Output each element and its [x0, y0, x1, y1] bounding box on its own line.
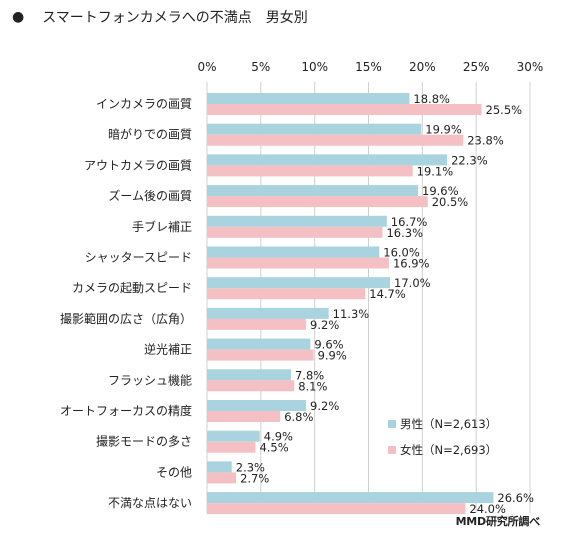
value-label-female: 24.0%: [469, 502, 506, 516]
bar-male: [207, 93, 410, 104]
value-label-female: 19.1%: [417, 164, 454, 178]
category-label: その他: [156, 465, 192, 479]
source-credit: MMD研究所調べ: [455, 515, 541, 528]
value-label-male: 19.6%: [422, 184, 459, 198]
category-label: オートフォーカスの精度: [60, 403, 192, 418]
bar-female: [207, 349, 314, 361]
legend-swatch-male: [388, 420, 396, 428]
value-label-female: 6.8%: [284, 410, 313, 424]
bar-female: [207, 257, 389, 269]
value-label-male: 22.3%: [451, 153, 488, 167]
bar-female: [207, 288, 366, 300]
bar-male: [207, 307, 329, 319]
bar-female: [207, 318, 307, 330]
x-tick-label: 15%: [355, 60, 382, 74]
value-label-female: 16.9%: [393, 257, 430, 271]
value-label-female: 23.8%: [467, 134, 504, 148]
bar-female: [207, 196, 428, 208]
legend-swatch-female: [388, 446, 396, 454]
x-tick-label: 20%: [409, 60, 436, 74]
value-label-male: 18.8%: [413, 92, 450, 106]
bar-male: [207, 185, 419, 197]
title-bullet: ●: [12, 9, 25, 25]
legend-label-female: 女性（N=2,693）: [400, 443, 497, 457]
value-label-female: 8.1%: [298, 379, 327, 393]
value-label-male: 19.9%: [425, 123, 462, 137]
x-tick-label: 30%: [517, 60, 544, 74]
chart-title: スマートフォンカメラへの不満点 男女別: [42, 10, 308, 26]
x-tick-label: 0%: [197, 60, 216, 74]
bar-male: [207, 123, 422, 135]
x-tick-label: 25%: [463, 60, 490, 74]
bar-male: [207, 369, 291, 381]
bar-female: [207, 503, 466, 515]
category-label: シャッタースピード: [85, 251, 192, 265]
value-label-female: 2.7%: [240, 471, 269, 485]
value-label-female: 16.3%: [386, 226, 423, 240]
x-tick-label: 10%: [301, 60, 328, 74]
value-label-female: 4.5%: [259, 441, 288, 455]
bar-male: [207, 400, 307, 411]
bar-female: [207, 441, 256, 453]
legend-label-male: 男性（N=2,613）: [400, 417, 497, 431]
bar-female: [207, 165, 413, 177]
category-label: インカメラの画質: [96, 96, 192, 111]
value-label-female: 25.5%: [486, 103, 523, 117]
bar-female: [207, 134, 464, 146]
bar-female: [207, 380, 295, 392]
value-label-male: 16.0%: [383, 246, 420, 260]
bar-female: [207, 226, 383, 238]
bar-male: [207, 246, 380, 258]
category-label: 暗がりでの画質: [108, 127, 192, 142]
category-label: フラッシュ機能: [108, 372, 192, 387]
bar-male: [207, 461, 232, 473]
bar-male: [207, 277, 391, 289]
bar-male: [207, 492, 494, 504]
bar-male: [207, 215, 387, 227]
value-label-female: 20.5%: [432, 195, 469, 209]
value-label-male: 26.6%: [497, 491, 534, 505]
value-label-male: 17.0%: [394, 276, 431, 290]
bar-male: [207, 338, 311, 350]
value-label-female: 9.9%: [318, 349, 347, 363]
bar-female: [207, 472, 237, 484]
value-label-male: 4.9%: [264, 430, 293, 444]
value-label-female: 9.2%: [310, 318, 339, 332]
category-label: カメラの起動スピード: [72, 281, 192, 295]
value-label-male: 9.6%: [314, 338, 343, 352]
bar-male: [207, 154, 448, 166]
category-label: 撮影範囲の広さ（広角）: [60, 311, 192, 326]
value-label-male: 7.8%: [295, 368, 324, 382]
value-label-male: 16.7%: [391, 215, 428, 229]
x-tick-label: 5%: [251, 60, 270, 74]
category-label: 手ブレ補正: [132, 219, 192, 234]
value-label-female: 14.7%: [369, 287, 406, 301]
value-label-male: 11.3%: [333, 307, 370, 321]
value-label-male: 9.2%: [310, 399, 339, 413]
category-label: ズーム後の画質: [108, 188, 192, 203]
chart-title-row: ● スマートフォンカメラへの不満点 男女別: [12, 6, 308, 28]
category-label: 逆光補正: [144, 342, 192, 357]
bar-female: [207, 104, 482, 115]
bar-female: [207, 411, 281, 422]
category-label: アウトカメラの画質: [84, 157, 192, 172]
category-label: 不満な点はない: [108, 496, 192, 510]
value-label-male: 2.3%: [236, 460, 265, 474]
category-label: 撮影モードの多さ: [96, 435, 192, 449]
bar-male: [207, 430, 260, 442]
